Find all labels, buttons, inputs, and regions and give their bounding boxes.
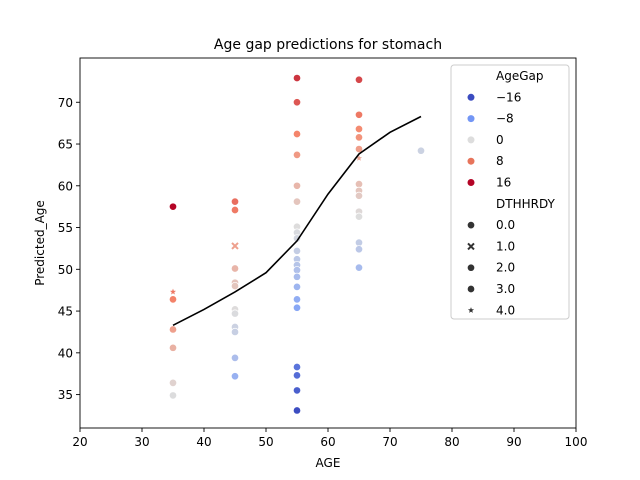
x-axis: 20 30 40 50 60 70 80 90 100 xyxy=(72,428,587,449)
data-point xyxy=(292,266,302,275)
data-point xyxy=(416,146,426,155)
y-tick-label: 50 xyxy=(58,263,73,277)
data-point xyxy=(292,73,302,83)
data-point xyxy=(292,246,302,255)
data-point xyxy=(230,264,240,273)
legend-style-marker xyxy=(466,221,476,230)
data-point xyxy=(354,238,364,247)
legend-hue-swatch xyxy=(467,115,475,123)
legend-hue-swatch xyxy=(467,93,475,101)
data-point xyxy=(292,98,302,107)
legend-hue-title: AgeGap xyxy=(496,69,543,83)
y-tick-label: 45 xyxy=(58,305,73,319)
legend-style-label: 4.0 xyxy=(496,303,515,317)
y-tick-label: 60 xyxy=(58,179,73,193)
y-tick-label: 35 xyxy=(58,388,73,402)
data-point xyxy=(354,75,364,84)
data-point xyxy=(292,303,302,312)
legend-style-title: DTHHRDY xyxy=(496,197,556,211)
legend-hue-swatch xyxy=(467,157,475,165)
y-tick-label: 40 xyxy=(58,346,73,360)
data-point xyxy=(292,386,302,395)
data-point xyxy=(230,197,240,206)
data-point xyxy=(292,282,302,291)
data-point xyxy=(231,242,239,250)
data-point xyxy=(168,295,178,304)
x-tick-label: 40 xyxy=(196,435,211,449)
legend-style-label: 3.0 xyxy=(496,282,515,296)
data-point xyxy=(292,197,302,206)
legend-hue-label: 8 xyxy=(496,154,504,168)
data-point xyxy=(354,245,364,254)
legend-hue-swatch xyxy=(467,136,475,144)
x-axis-label: AGE xyxy=(316,456,341,470)
data-point xyxy=(292,362,302,372)
data-point xyxy=(230,281,240,291)
data-point xyxy=(168,378,178,387)
x-tick-label: 90 xyxy=(506,435,521,449)
y-axis: 35 40 45 50 55 60 65 70 xyxy=(58,96,80,402)
data-point xyxy=(230,327,240,337)
legend: AgeGap −16 −8 0 8 16 DTHHRDY 0.0 1.0 2.0 3.0 4.0 xyxy=(450,64,570,320)
data-point xyxy=(168,325,178,334)
legend-hue-label: −8 xyxy=(496,112,514,126)
y-tick-label: 55 xyxy=(58,221,73,235)
plot-area xyxy=(168,73,426,415)
data-point xyxy=(168,343,178,352)
data-point xyxy=(354,124,364,134)
data-point xyxy=(354,212,364,221)
legend-hue-label: −16 xyxy=(496,90,521,104)
data-point xyxy=(354,263,364,272)
data-point xyxy=(168,202,178,211)
y-tick-label: 70 xyxy=(58,96,73,110)
data-point xyxy=(292,129,302,139)
data-point xyxy=(292,150,302,159)
legend-hue-label: 0 xyxy=(496,133,504,147)
data-point xyxy=(230,205,240,215)
x-tick-label: 60 xyxy=(320,435,335,449)
y-axis-label: Predicted_Age xyxy=(33,200,47,286)
legend-style-label: 0.0 xyxy=(496,218,515,232)
x-tick-label: 50 xyxy=(258,435,273,449)
legend-hue-label: 16 xyxy=(496,176,511,190)
data-point xyxy=(292,272,302,281)
data-point xyxy=(354,180,364,189)
legend-style-marker xyxy=(467,242,475,251)
data-point xyxy=(355,155,363,161)
legend-box xyxy=(450,64,570,320)
data-point xyxy=(169,288,177,295)
legend-hue-swatch xyxy=(467,179,475,186)
data-point xyxy=(292,234,302,243)
x-tick-label: 70 xyxy=(382,435,397,449)
data-point xyxy=(230,353,240,362)
data-point xyxy=(292,406,302,415)
x-tick-label: 20 xyxy=(72,435,87,449)
legend-style-marker xyxy=(466,263,476,272)
chart-title: Age gap predictions for stomach xyxy=(214,37,442,53)
x-tick-label: 100 xyxy=(565,435,588,449)
data-point xyxy=(292,295,302,304)
legend-style-label: 2.0 xyxy=(496,261,515,275)
legend-style-marker xyxy=(466,284,476,294)
x-tick-label: 30 xyxy=(134,435,149,449)
legend-style-label: 1.0 xyxy=(496,239,515,253)
legend-style-marker xyxy=(467,307,475,313)
data-point xyxy=(354,191,364,200)
data-point xyxy=(230,309,240,318)
data-point xyxy=(354,144,364,154)
data-point xyxy=(168,391,178,400)
y-tick-label: 65 xyxy=(58,138,73,152)
data-point xyxy=(354,133,364,142)
data-point xyxy=(354,110,364,119)
data-point xyxy=(230,372,240,381)
data-point xyxy=(292,371,302,380)
trend-line xyxy=(172,115,422,327)
x-tick-label: 80 xyxy=(444,435,459,449)
data-point xyxy=(292,181,302,190)
